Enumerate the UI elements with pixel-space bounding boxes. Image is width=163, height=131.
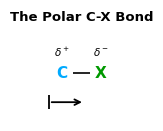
- Text: $\delta^+$: $\delta^+$: [54, 46, 70, 59]
- Text: The Polar C-X Bond: The Polar C-X Bond: [10, 10, 153, 24]
- Text: X: X: [95, 66, 107, 81]
- Text: $\delta^-$: $\delta^-$: [93, 46, 109, 58]
- Text: C: C: [56, 66, 67, 81]
